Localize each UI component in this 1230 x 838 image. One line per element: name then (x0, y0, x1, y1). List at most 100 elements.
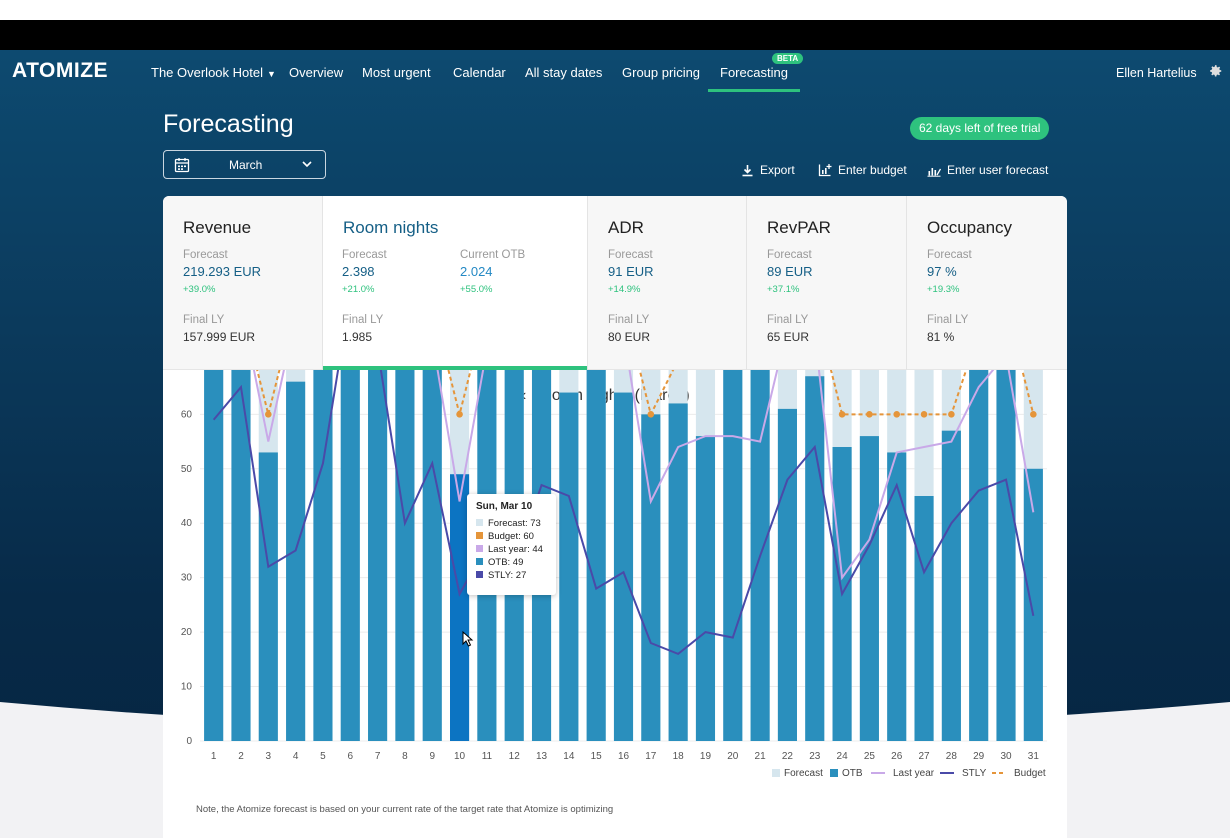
y-tick-label: 0 (186, 736, 192, 747)
otb-bar (613, 392, 634, 741)
stly-line (212, 370, 1035, 656)
user-name[interactable]: Ellen Hartelius (1116, 66, 1197, 80)
current-otb-delta: +55.0% (460, 284, 493, 295)
download-icon (742, 165, 753, 177)
metric-room-nights[interactable]: Room nights Forecast 2.398 +21.0% Curren… (323, 196, 587, 370)
legend-label: Budget (1014, 768, 1046, 779)
final-ly-label: Final LY (767, 314, 809, 326)
otb-bar (395, 370, 415, 741)
x-tick-label: 23 (809, 751, 821, 762)
mouse-cursor-icon (462, 631, 474, 647)
metric-revpar[interactable]: RevPAR Forecast 89 EUR +37.1% Final LY 6… (747, 196, 906, 370)
otb-bar (996, 370, 1016, 741)
legend-swatch (772, 769, 780, 777)
nav-most-urgent[interactable]: Most urgent (362, 65, 431, 80)
export-button[interactable]: Export (741, 163, 795, 177)
nav-overview[interactable]: Overview (289, 65, 344, 80)
budget-point (893, 411, 901, 418)
metric-adr[interactable]: ADR Forecast 91 EUR +14.9% Final LY 80 E… (588, 196, 746, 370)
otb-bar (805, 376, 825, 741)
nav-group-pricing[interactable]: Group pricing (622, 65, 701, 80)
current-otb-label: Current OTB (460, 249, 526, 261)
otb-bar (559, 392, 579, 741)
tooltip-row-stly: STLY: 27 (476, 569, 547, 582)
otb-bar (1023, 468, 1043, 741)
x-tick-label: 20 (727, 751, 739, 762)
x-tick-label: 29 (973, 751, 985, 762)
chevron-down-icon: ▼ (267, 68, 276, 79)
otb-bar (969, 370, 989, 741)
room-nights-chart[interactable]: 0102030405060708090123456789101112131415… (163, 370, 1067, 800)
nav-forecasting[interactable]: Forecasting (708, 65, 800, 92)
x-tick-label: 2 (238, 751, 244, 762)
enter-budget-button[interactable]: Enter budget (818, 163, 907, 177)
x-tick-label: 1 (211, 751, 217, 762)
forecast-label: Forecast (183, 249, 228, 261)
beta-badge: BETA (772, 53, 804, 64)
y-tick-label: 40 (181, 518, 193, 529)
budget-point (1030, 411, 1037, 418)
nav-calendar[interactable]: Calendar (453, 65, 506, 80)
export-label: Export (760, 163, 795, 177)
x-tick-label: 22 (782, 751, 794, 762)
x-tick-label: 17 (645, 751, 657, 762)
y-tick-label: 30 (181, 573, 193, 584)
hotel-name: The Overlook Hotel (151, 65, 263, 80)
top-nav: ATOMIZE The Overlook Hotel ▼ Overview Mos… (0, 50, 1230, 94)
last-year-line (252, 370, 1035, 581)
otb-bar (204, 370, 224, 741)
forecast-value: 91 EUR (608, 264, 654, 279)
otb-bar (231, 370, 251, 741)
otb-bar (641, 414, 661, 741)
hotel-selector[interactable]: The Overlook Hotel ▼ (151, 65, 276, 80)
tooltip-title: Sun, Mar 10 (476, 501, 533, 512)
x-tick-label: 11 (482, 751, 493, 762)
x-tick-label: 6 (347, 751, 353, 762)
atomize-logo[interactable]: ATOMIZE (12, 59, 109, 82)
current-otb-value: 2.024 (460, 264, 493, 279)
x-tick-label: 26 (891, 751, 903, 762)
x-tick-label: 10 (454, 751, 466, 762)
x-tick-label: 15 (591, 751, 603, 762)
metrics-row: Revenue Forecast 219.293 EUR +39.0% Fina… (163, 196, 1067, 370)
enter-budget-label: Enter budget (838, 163, 907, 177)
final-ly-label: Final LY (342, 314, 384, 326)
forecast-label: Forecast (767, 249, 812, 261)
x-tick-label: 14 (563, 751, 575, 762)
budget-point (866, 411, 873, 418)
x-tick-label: 7 (375, 751, 381, 762)
x-tick-label: 16 (618, 751, 630, 762)
final-ly-value: 81 % (927, 330, 955, 344)
budget-point (456, 411, 463, 418)
otb-bar (777, 408, 797, 741)
x-tick-label: 27 (918, 751, 930, 762)
forecast-delta: +19.3% (927, 284, 960, 295)
chart-plus-icon (818, 164, 832, 177)
tooltip-row-otb: OTB: 49 (476, 556, 547, 569)
x-tick-label: 30 (1000, 751, 1012, 762)
metric-revenue[interactable]: Revenue Forecast 219.293 EUR +39.0% Fina… (163, 196, 322, 370)
enter-user-forecast-button[interactable]: Enter user forecast (927, 163, 1048, 177)
otb-bar (586, 370, 606, 741)
legend-label: STLY (962, 768, 987, 779)
otb-bar (723, 370, 743, 741)
gear-icon[interactable] (1209, 64, 1225, 80)
forecast-delta: +21.0% (342, 284, 375, 295)
month-select[interactable]: March (163, 150, 326, 179)
metric-title: Room nights (343, 218, 439, 237)
metric-title: RevPAR (767, 218, 831, 237)
nav-all-stay-dates[interactable]: All stay dates (525, 65, 603, 80)
metric-title: ADR (608, 218, 644, 237)
x-tick-label: 8 (402, 751, 408, 762)
x-tick-label: 9 (429, 751, 435, 762)
metric-occupancy[interactable]: Occupancy Forecast 97 % +19.3% Final LY … (907, 196, 1067, 370)
final-ly-value: 157.999 EUR (183, 330, 256, 344)
enter-user-forecast-label: Enter user forecast (947, 163, 1049, 177)
forecast-label: Forecast (927, 249, 972, 261)
trial-badge[interactable]: 62 days left of free trial (910, 117, 1050, 140)
legend-label: Last year (893, 768, 935, 779)
otb-bar (941, 430, 961, 741)
forecast-note: Note, the Atomize forecast is based on y… (196, 804, 614, 815)
otb-bar (286, 381, 306, 741)
legend-swatch (830, 769, 838, 777)
